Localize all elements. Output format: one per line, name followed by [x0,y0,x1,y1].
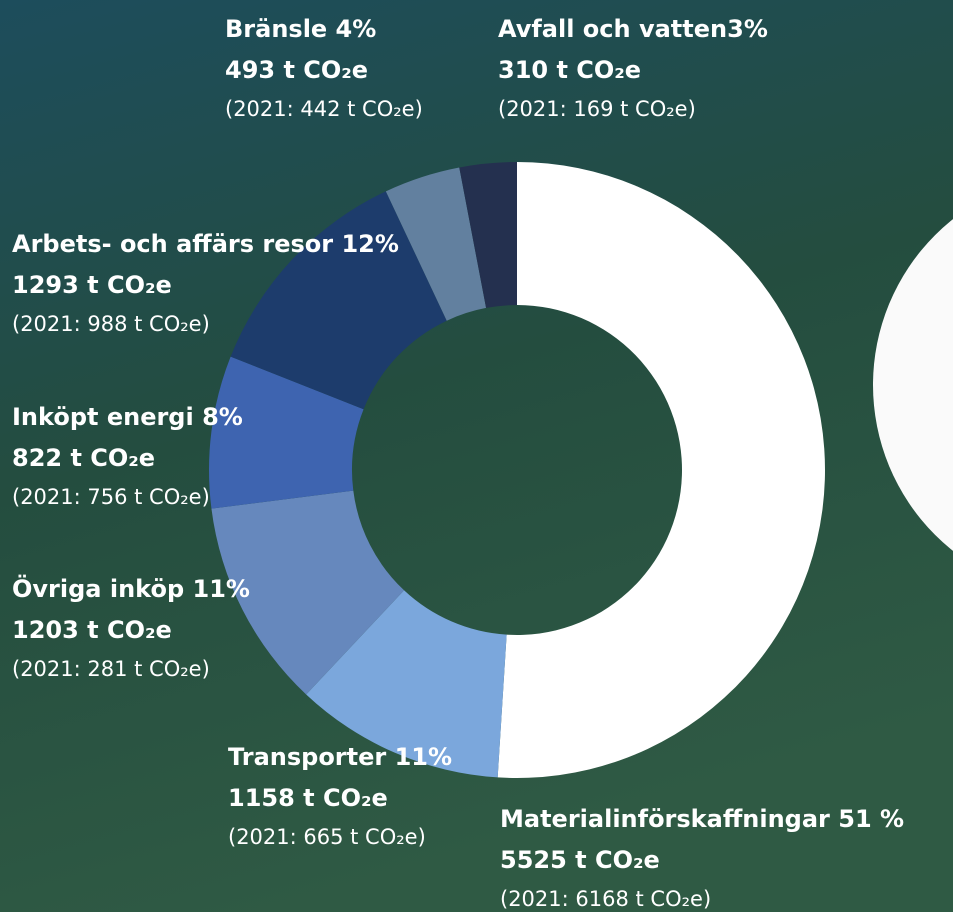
amount-label: 822 t CO₂e [12,444,155,472]
segment-label: Inköpt energi 8% [12,403,243,431]
prior-label: (2021: 6168 t CO₂e) [500,887,711,911]
amount-label: 1203 t CO₂e [12,616,172,644]
prior-label: (2021: 988 t CO₂e) [12,312,210,336]
amount-label: 5525 t CO₂e [500,846,660,874]
segment-label: Övriga inköp 11% [12,573,250,603]
amount-label: 1293 t CO₂e [12,271,172,299]
chart: Materialinförskaffningar 51 % 5525 t CO₂e… [0,0,953,912]
amount-label: 493 t CO₂e [225,56,368,84]
segment-label: Transporter 11% [228,743,452,771]
segment-label: Avfall och vatten3% [498,15,768,43]
prior-label: (2021: 665 t CO₂e) [228,825,426,849]
amount-label: 310 t CO₂e [498,56,641,84]
prior-label: (2021: 169 t CO₂e) [498,97,696,121]
segment-label: Bränsle 4% [225,15,376,43]
prior-label: (2021: 442 t CO₂e) [225,97,423,121]
segment-label: Materialinförskaffningar 51 % [500,805,904,833]
segment-label: Arbets- och affärs resor 12% [12,230,399,258]
prior-label: (2021: 756 t CO₂e) [12,485,210,509]
amount-label: 1158 t CO₂e [228,784,388,812]
prior-label: (2021: 281 t CO₂e) [12,657,210,681]
